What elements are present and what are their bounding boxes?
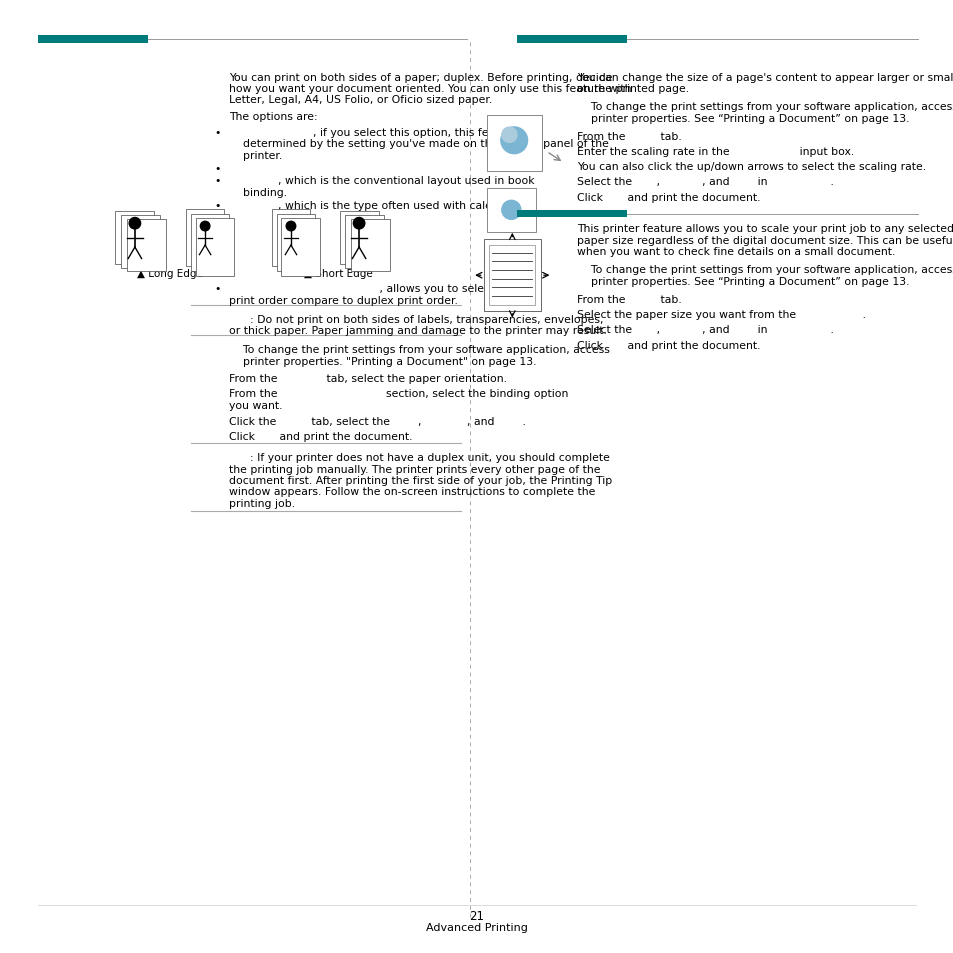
Bar: [276, 214, 314, 272]
Text: window appears. Follow the on-screen instructions to complete the: window appears. Follow the on-screen ins…: [229, 487, 595, 497]
Text: , if you select this option, this feature is: , if you select this option, this featur…: [229, 128, 529, 137]
Text: or thick paper. Paper jamming and damage to the printer may result.: or thick paper. Paper jamming and damage…: [229, 326, 606, 335]
Bar: [517, 211, 626, 218]
Circle shape: [500, 128, 527, 154]
Text: To change the print settings from your software application, access: To change the print settings from your s…: [577, 102, 953, 112]
Bar: [38, 36, 148, 44]
Text: , allows you to select general: , allows you to select general: [229, 284, 538, 294]
Text: From the              tab, select the paper orientation.: From the tab, select the paper orientati…: [229, 374, 506, 383]
Text: Click       and print the document.: Click and print the document.: [577, 340, 760, 350]
Bar: [272, 210, 310, 267]
Circle shape: [286, 222, 295, 232]
Text: From the                               section, select the binding option: From the section, select the binding opt…: [229, 389, 568, 398]
Text: printer.: printer.: [229, 151, 282, 160]
Text: print order compare to duplex print order.: print order compare to duplex print orde…: [229, 295, 457, 305]
Text: printing job.: printing job.: [229, 498, 294, 508]
Text: you want.: you want.: [229, 400, 282, 410]
Circle shape: [129, 218, 140, 230]
Bar: [127, 220, 166, 273]
Text: ▲ Short Edge: ▲ Short Edge: [304, 269, 373, 278]
Text: determined by the setting you've made on the control panel of the: determined by the setting you've made on…: [229, 139, 608, 149]
Text: : Do not print on both sides of labels, transparencies, envelopes,: : Do not print on both sides of labels, …: [229, 314, 603, 324]
Text: You can print on both sides of a paper; duplex. Before printing, decide: You can print on both sides of a paper; …: [229, 72, 612, 82]
Text: •: •: [214, 164, 221, 173]
Bar: [195, 219, 233, 276]
Text: the printing job manually. The printer prints every other page of the: the printing job manually. The printer p…: [229, 464, 599, 474]
Text: paper size regardless of the digital document size. This can be useful: paper size regardless of the digital doc…: [577, 235, 953, 245]
Circle shape: [200, 222, 210, 232]
Text: printer properties. See “Printing a Document” on page 13.: printer properties. See “Printing a Docu…: [577, 276, 909, 286]
Bar: [489, 246, 535, 306]
Text: This printer feature allows you to scale your print job to any selected: This printer feature allows you to scale…: [577, 224, 953, 233]
Bar: [483, 240, 540, 312]
Bar: [191, 214, 229, 272]
Text: To change the print settings from your software application, access: To change the print settings from your s…: [577, 265, 953, 274]
Text: printer properties. "Printing a Document" on page 13.: printer properties. "Printing a Document…: [229, 356, 536, 366]
Circle shape: [353, 218, 364, 230]
Text: Select the       ,            , and        in                  .: Select the , , and in .: [577, 177, 833, 187]
Text: •: •: [214, 284, 221, 294]
Text: Advanced Printing: Advanced Printing: [426, 923, 527, 932]
Text: Click       and print the document.: Click and print the document.: [577, 193, 760, 202]
Text: Select the       ,            , and        in                  .: Select the , , and in .: [577, 325, 833, 335]
Text: Letter, Legal, A4, US Folio, or Oficio sized paper.: Letter, Legal, A4, US Folio, or Oficio s…: [229, 95, 492, 105]
Text: ▲ Long Edge: ▲ Long Edge: [136, 269, 203, 278]
Text: You can also click the up/down arrows to select the scaling rate.: You can also click the up/down arrows to…: [577, 162, 925, 172]
Bar: [345, 215, 384, 269]
Text: how you want your document oriented. You can only use this feature with: how you want your document oriented. You…: [229, 84, 631, 93]
Text: document first. After printing the first side of your job, the Printing Tip: document first. After printing the first…: [229, 476, 612, 485]
Text: binding.: binding.: [229, 188, 287, 197]
Text: From the          tab.: From the tab.: [577, 132, 681, 141]
Text: Click the          tab, select the        ,             , and        .: Click the tab, select the , , and .: [229, 416, 525, 426]
Text: 21: 21: [469, 909, 484, 923]
Circle shape: [501, 128, 517, 143]
Text: Enter the scaling rate in the                    input box.: Enter the scaling rate in the input box.: [577, 147, 854, 156]
Bar: [517, 36, 626, 44]
Text: when you want to check fine details on a small document.: when you want to check fine details on a…: [577, 247, 895, 256]
Bar: [339, 212, 378, 264]
Text: •: •: [214, 201, 221, 211]
Text: , which is the conventional layout used in book: , which is the conventional layout used …: [229, 176, 534, 186]
Bar: [186, 210, 224, 267]
Bar: [281, 219, 319, 276]
Text: on the printed page.: on the printed page.: [577, 84, 689, 93]
Bar: [486, 116, 541, 172]
Text: : If your printer does not have a duplex unit, you should complete: : If your printer does not have a duplex…: [229, 453, 609, 462]
Text: •: •: [214, 176, 221, 186]
Text: You can change the size of a page's content to appear larger or smaller: You can change the size of a page's cont…: [577, 72, 953, 82]
Circle shape: [501, 201, 520, 220]
Text: •: •: [214, 128, 221, 137]
Bar: [121, 215, 160, 269]
Text: Click       and print the document.: Click and print the document.: [229, 432, 412, 441]
Bar: [351, 220, 390, 273]
Bar: [115, 212, 154, 264]
Text: From the          tab.: From the tab.: [577, 294, 681, 304]
Text: To change the print settings from your software application, access: To change the print settings from your s…: [229, 345, 609, 355]
Text: , which is the type often used with calendars.: , which is the type often used with cale…: [229, 201, 525, 211]
Text: printer properties. See “Printing a Document” on page 13.: printer properties. See “Printing a Docu…: [577, 113, 909, 123]
Bar: [486, 189, 536, 233]
Text: Select the paper size you want from the                   .: Select the paper size you want from the …: [577, 310, 865, 319]
Text: The options are:: The options are:: [229, 112, 317, 121]
